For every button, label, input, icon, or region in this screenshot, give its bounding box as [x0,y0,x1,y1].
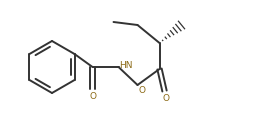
Text: O: O [89,92,96,101]
Text: O: O [138,86,146,95]
Text: O: O [162,94,169,103]
Text: HN: HN [120,62,133,70]
